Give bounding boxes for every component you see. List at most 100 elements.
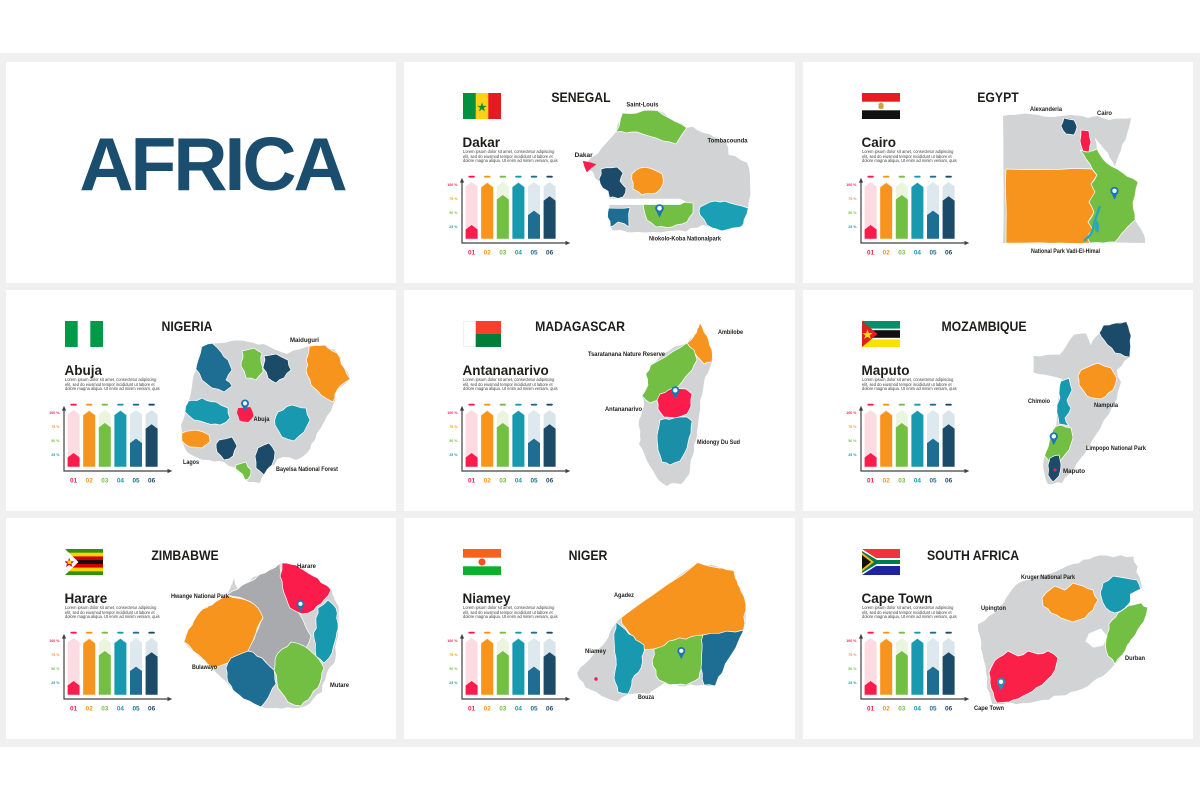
svg-text:01: 01 — [867, 706, 875, 713]
svg-text:25 %: 25 % — [449, 225, 458, 229]
svg-text:Maiduguri: Maiduguri — [290, 337, 319, 344]
svg-text:03: 03 — [898, 706, 906, 713]
svg-text:75 %: 75 % — [848, 425, 857, 429]
svg-text:05: 05 — [132, 478, 140, 485]
svg-text:03: 03 — [499, 250, 507, 257]
svg-text:50 %: 50 % — [51, 439, 60, 443]
svg-text:75 %: 75 % — [449, 425, 458, 429]
svg-text:05: 05 — [530, 250, 538, 257]
svg-text:Saint-Louis: Saint-Louis — [626, 101, 658, 108]
svg-text:03: 03 — [101, 706, 109, 713]
svg-text:25 %: 25 % — [449, 453, 458, 457]
svg-text:06: 06 — [945, 706, 953, 713]
svg-text:01: 01 — [468, 478, 476, 485]
svg-text:100 %: 100 % — [447, 183, 458, 187]
svg-text:100 %: 100 % — [49, 411, 60, 415]
svg-text:Tsaratanana Nature Reserve: Tsaratanana Nature Reserve — [588, 351, 665, 358]
svg-text:05: 05 — [530, 478, 538, 485]
svg-text:04: 04 — [914, 250, 922, 257]
svg-text:25 %: 25 % — [51, 681, 60, 685]
svg-text:Antananarivo: Antananarivo — [605, 406, 642, 413]
svg-text:25 %: 25 % — [848, 225, 857, 229]
svg-text:05: 05 — [132, 706, 140, 713]
svg-text:Upington: Upington — [981, 605, 1006, 612]
svg-text:01: 01 — [70, 706, 78, 713]
svg-text:25 %: 25 % — [51, 453, 60, 457]
svg-text:06: 06 — [945, 478, 953, 485]
svg-text:50 %: 50 % — [848, 211, 857, 215]
svg-text:Ambilobe: Ambilobe — [718, 329, 743, 336]
svg-text:05: 05 — [929, 706, 937, 713]
svg-text:04: 04 — [117, 478, 125, 485]
svg-text:100 %: 100 % — [49, 639, 60, 643]
svg-text:50 %: 50 % — [51, 667, 60, 671]
svg-text:75 %: 75 % — [848, 197, 857, 201]
svg-text:02: 02 — [883, 478, 891, 485]
svg-text:Bouza: Bouza — [638, 694, 654, 701]
svg-text:Niamey: Niamey — [585, 648, 606, 655]
svg-text:Hwange National Park: Hwange National Park — [171, 593, 229, 600]
svg-text:Lagos: Lagos — [183, 459, 199, 466]
svg-text:Midongy Du Sud: Midongy Du Sud — [697, 439, 740, 446]
svg-text:01: 01 — [468, 706, 476, 713]
svg-text:50 %: 50 % — [848, 667, 857, 671]
svg-text:Mutare: Mutare — [330, 682, 349, 689]
svg-text:06: 06 — [148, 706, 156, 713]
svg-text:75 %: 75 % — [51, 653, 60, 657]
svg-text:100 %: 100 % — [846, 639, 857, 643]
svg-text:National Park Vadi-El-Himal: National Park Vadi-El-Himal — [1031, 248, 1100, 255]
svg-text:06: 06 — [546, 706, 554, 713]
svg-text:Cape Town: Cape Town — [974, 705, 1004, 712]
svg-text:50 %: 50 % — [449, 211, 458, 215]
svg-text:75 %: 75 % — [51, 425, 60, 429]
svg-text:04: 04 — [515, 478, 523, 485]
svg-text:05: 05 — [929, 478, 937, 485]
svg-text:Durban: Durban — [1125, 655, 1145, 662]
svg-text:02: 02 — [484, 478, 492, 485]
svg-text:03: 03 — [898, 478, 906, 485]
svg-text:01: 01 — [70, 478, 78, 485]
svg-text:03: 03 — [499, 706, 507, 713]
svg-text:04: 04 — [117, 706, 125, 713]
svg-text:06: 06 — [945, 250, 953, 257]
svg-text:25 %: 25 % — [848, 453, 857, 457]
svg-text:01: 01 — [867, 478, 875, 485]
svg-text:Agadez: Agadez — [614, 592, 635, 599]
svg-text:03: 03 — [101, 478, 109, 485]
svg-text:04: 04 — [914, 706, 922, 713]
svg-text:Kruger National Park: Kruger National Park — [1021, 574, 1075, 581]
svg-text:50 %: 50 % — [449, 667, 458, 671]
svg-text:02: 02 — [484, 250, 492, 257]
svg-text:03: 03 — [499, 478, 507, 485]
svg-text:Tombacounda: Tombacounda — [708, 137, 748, 144]
svg-text:Harare: Harare — [297, 563, 316, 570]
svg-text:Chimoio: Chimoio — [1028, 398, 1050, 405]
svg-text:02: 02 — [86, 478, 94, 485]
svg-text:75 %: 75 % — [848, 653, 857, 657]
svg-text:50 %: 50 % — [848, 439, 857, 443]
svg-text:Niokolo-Koba Nationalpark: Niokolo-Koba Nationalpark — [649, 235, 721, 242]
svg-text:75 %: 75 % — [449, 653, 458, 657]
svg-text:02: 02 — [883, 250, 891, 257]
svg-text:Maputo: Maputo — [1063, 468, 1085, 475]
svg-text:Nampula: Nampula — [1094, 402, 1118, 409]
svg-text:02: 02 — [883, 706, 891, 713]
svg-text:05: 05 — [530, 706, 538, 713]
svg-text:05: 05 — [929, 250, 937, 257]
svg-text:100 %: 100 % — [447, 411, 458, 415]
svg-text:50 %: 50 % — [449, 439, 458, 443]
svg-text:100 %: 100 % — [846, 183, 857, 187]
svg-text:04: 04 — [914, 478, 922, 485]
svg-text:Abuja: Abuja — [254, 416, 270, 423]
svg-text:Cairo: Cairo — [1097, 110, 1112, 117]
svg-text:100 %: 100 % — [846, 411, 857, 415]
svg-text:Bayelsa National Forest: Bayelsa National Forest — [276, 466, 339, 473]
svg-text:25 %: 25 % — [449, 681, 458, 685]
svg-text:Alexanderia: Alexanderia — [1030, 106, 1062, 113]
svg-text:06: 06 — [546, 250, 554, 257]
svg-text:01: 01 — [867, 250, 875, 257]
svg-text:Limpopo National Park: Limpopo National Park — [1086, 445, 1146, 452]
svg-text:02: 02 — [86, 706, 94, 713]
svg-text:Bulawayo: Bulawayo — [192, 664, 217, 671]
svg-text:06: 06 — [546, 478, 554, 485]
